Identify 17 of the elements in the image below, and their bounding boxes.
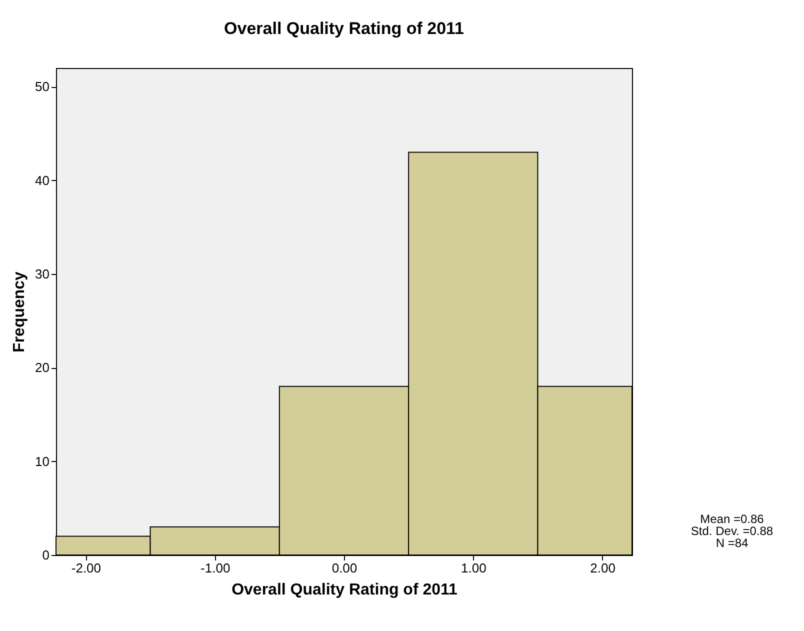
x-tick-label: 0.00 bbox=[332, 560, 358, 576]
chart-title: Overall Quality Rating of 2011 bbox=[224, 19, 464, 38]
x-tick-label: 1.00 bbox=[460, 560, 486, 576]
x-tick-label: -2.00 bbox=[71, 560, 102, 576]
text: Std. Dev. =0.88 bbox=[690, 524, 774, 538]
y-axis-title: Frequency bbox=[11, 271, 28, 352]
x-tick-label: -1.00 bbox=[200, 560, 230, 576]
y-tick-label: 50 bbox=[35, 79, 50, 94]
text: N =84 bbox=[716, 536, 748, 550]
x-axis-title: Overall Quality Rating of 2011 bbox=[232, 582, 458, 598]
y-tick-label: 30 bbox=[35, 266, 50, 282]
y-tick-label: 0 bbox=[42, 548, 50, 562]
y-tick-label: 10 bbox=[35, 454, 50, 469]
text: Mean =0.86 bbox=[700, 512, 764, 526]
x-tick-label: 2.00 bbox=[590, 560, 616, 576]
y-tick-label: 40 bbox=[35, 172, 50, 188]
y-tick-label: 20 bbox=[35, 360, 50, 376]
